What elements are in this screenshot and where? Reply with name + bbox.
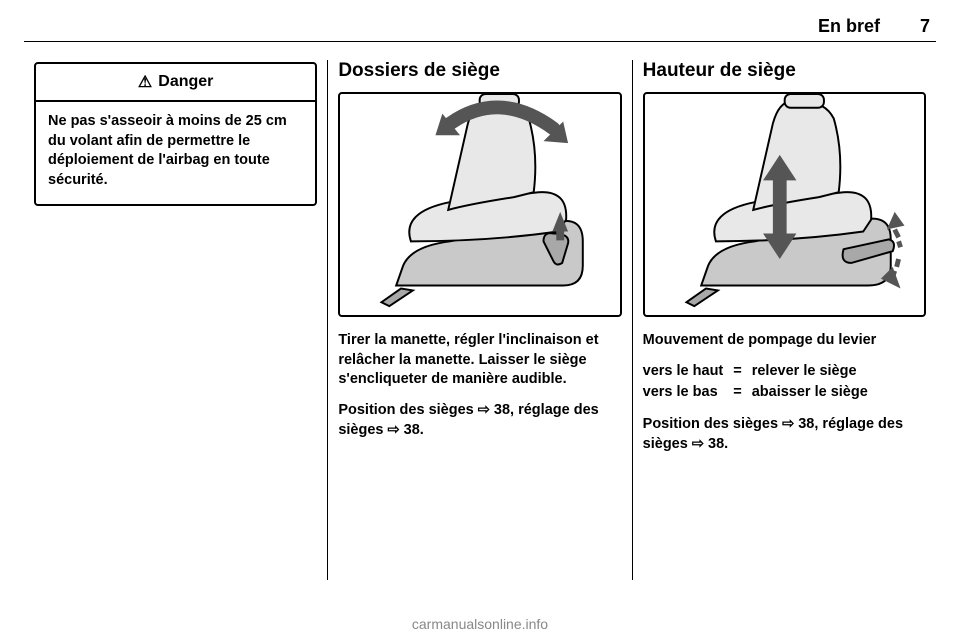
row2-eq: = [733,382,741,404]
danger-box: ⚠ Danger Ne pas s'asseoir à moins de 25 … [34,62,317,206]
column-2: Dossiers de siège [327,60,631,580]
column-3: Hauteur de siège [632,60,936,580]
row1-dir: vers le haut [643,361,724,383]
row2-dir: vers le bas [643,382,724,404]
danger-text: Ne pas s'asseoir à moins de 25 cm du vol… [36,102,315,204]
seat-backrest-figure [338,92,621,317]
header-page-number: 7 [920,16,930,37]
page-header: En bref 7 [24,12,936,42]
col2-title: Dossiers de siège [338,60,621,82]
lever-table: vers le haut = relever le siège vers le … [643,361,926,405]
danger-heading: ⚠ Danger [36,64,315,102]
row1-act: relever le siège [752,361,926,383]
col3-title: Hauteur de siège [643,60,926,82]
header-section: En bref [818,16,880,37]
danger-label: Danger [158,73,213,91]
column-1: ⚠ Danger Ne pas s'asseoir à moins de 25 … [24,60,327,580]
footer-watermark: carmanualsonline.info [0,616,960,632]
col2-body: Tirer la manette, régler l'inclinaison e… [338,331,621,390]
row2-act: abaisser le siège [752,382,926,404]
col3-intro: Mouvement de pompage du levier [643,331,926,351]
col2-meta: Position des sièges ⇨ 38, réglage des si… [338,400,621,441]
col3-meta: Position des sièges ⇨ 38, réglage des si… [643,414,926,455]
seat-height-figure [643,92,926,317]
warning-icon: ⚠ [138,72,152,92]
row1-eq: = [733,361,741,383]
